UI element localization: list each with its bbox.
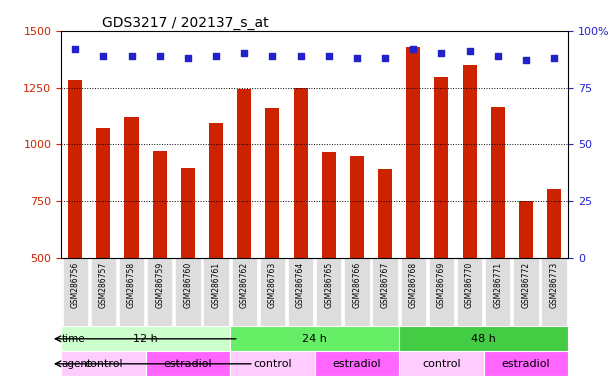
Text: GSM286766: GSM286766 — [353, 262, 362, 308]
FancyBboxPatch shape — [203, 258, 229, 326]
Text: time: time — [62, 334, 86, 344]
Bar — [125, 117, 139, 258]
FancyBboxPatch shape — [145, 351, 230, 376]
Text: 24 h: 24 h — [302, 334, 327, 344]
FancyBboxPatch shape — [401, 258, 426, 326]
Bar — [209, 123, 223, 258]
FancyBboxPatch shape — [119, 258, 144, 326]
Bar — [293, 88, 307, 258]
FancyBboxPatch shape — [316, 258, 342, 326]
Point — [70, 46, 80, 52]
Bar — [463, 65, 477, 258]
Text: GSM286772: GSM286772 — [521, 262, 530, 308]
Text: control: control — [84, 359, 123, 369]
FancyBboxPatch shape — [230, 351, 315, 376]
FancyBboxPatch shape — [147, 258, 172, 326]
Point — [240, 50, 249, 56]
Bar — [265, 108, 279, 258]
Bar — [434, 77, 448, 258]
Point — [296, 53, 306, 59]
Text: estradiol: estradiol — [502, 359, 551, 369]
Point — [324, 53, 334, 59]
Point — [465, 48, 475, 54]
FancyBboxPatch shape — [344, 258, 370, 326]
Point — [380, 55, 390, 61]
Text: estradiol: estradiol — [164, 359, 212, 369]
Point — [408, 46, 418, 52]
FancyBboxPatch shape — [61, 351, 145, 376]
Text: estradiol: estradiol — [332, 359, 381, 369]
Point — [549, 55, 559, 61]
Text: GSM286771: GSM286771 — [493, 262, 502, 308]
FancyBboxPatch shape — [484, 351, 568, 376]
Bar — [153, 151, 167, 258]
Point — [183, 55, 193, 61]
Bar — [97, 129, 111, 258]
Text: GDS3217 / 202137_s_at: GDS3217 / 202137_s_at — [101, 16, 268, 30]
Text: GSM286760: GSM286760 — [183, 262, 192, 308]
Bar — [378, 169, 392, 258]
Point — [493, 53, 503, 59]
FancyBboxPatch shape — [315, 351, 399, 376]
Text: GSM286756: GSM286756 — [71, 262, 79, 308]
Text: GSM286767: GSM286767 — [381, 262, 390, 308]
Text: GSM286765: GSM286765 — [324, 262, 333, 308]
Point — [126, 53, 136, 59]
FancyBboxPatch shape — [62, 258, 88, 326]
Text: GSM286764: GSM286764 — [296, 262, 305, 308]
Bar — [181, 168, 195, 258]
FancyBboxPatch shape — [399, 351, 484, 376]
FancyBboxPatch shape — [288, 258, 313, 326]
FancyBboxPatch shape — [541, 258, 567, 326]
FancyBboxPatch shape — [399, 326, 568, 351]
Text: GSM286757: GSM286757 — [99, 262, 108, 308]
FancyBboxPatch shape — [61, 326, 230, 351]
Point — [436, 50, 446, 56]
Text: agent: agent — [62, 359, 92, 369]
FancyBboxPatch shape — [90, 258, 116, 326]
Text: GSM286769: GSM286769 — [437, 262, 446, 308]
Text: GSM286758: GSM286758 — [127, 262, 136, 308]
Text: GSM286762: GSM286762 — [240, 262, 249, 308]
FancyBboxPatch shape — [260, 258, 285, 326]
Text: GSM286759: GSM286759 — [155, 262, 164, 308]
Point — [268, 53, 277, 59]
Text: GSM286773: GSM286773 — [550, 262, 558, 308]
FancyBboxPatch shape — [373, 258, 398, 326]
Point — [521, 57, 531, 63]
Bar — [491, 107, 505, 258]
Bar — [519, 201, 533, 258]
Text: GSM286770: GSM286770 — [465, 262, 474, 308]
FancyBboxPatch shape — [230, 326, 399, 351]
Bar — [322, 152, 336, 258]
Point — [98, 53, 108, 59]
FancyBboxPatch shape — [485, 258, 510, 326]
Text: 48 h: 48 h — [471, 334, 496, 344]
Bar — [547, 189, 561, 258]
Text: control: control — [422, 359, 461, 369]
Bar — [68, 79, 82, 258]
Bar — [406, 46, 420, 258]
Bar — [350, 156, 364, 258]
FancyBboxPatch shape — [513, 258, 539, 326]
FancyBboxPatch shape — [429, 258, 454, 326]
Bar — [237, 89, 251, 258]
Point — [211, 53, 221, 59]
Text: GSM286768: GSM286768 — [409, 262, 418, 308]
Text: control: control — [253, 359, 291, 369]
Text: GSM286761: GSM286761 — [211, 262, 221, 308]
Point — [155, 53, 164, 59]
Text: GSM286763: GSM286763 — [268, 262, 277, 308]
FancyBboxPatch shape — [457, 258, 482, 326]
Point — [352, 55, 362, 61]
Text: 12 h: 12 h — [133, 334, 158, 344]
FancyBboxPatch shape — [175, 258, 200, 326]
FancyBboxPatch shape — [232, 258, 257, 326]
